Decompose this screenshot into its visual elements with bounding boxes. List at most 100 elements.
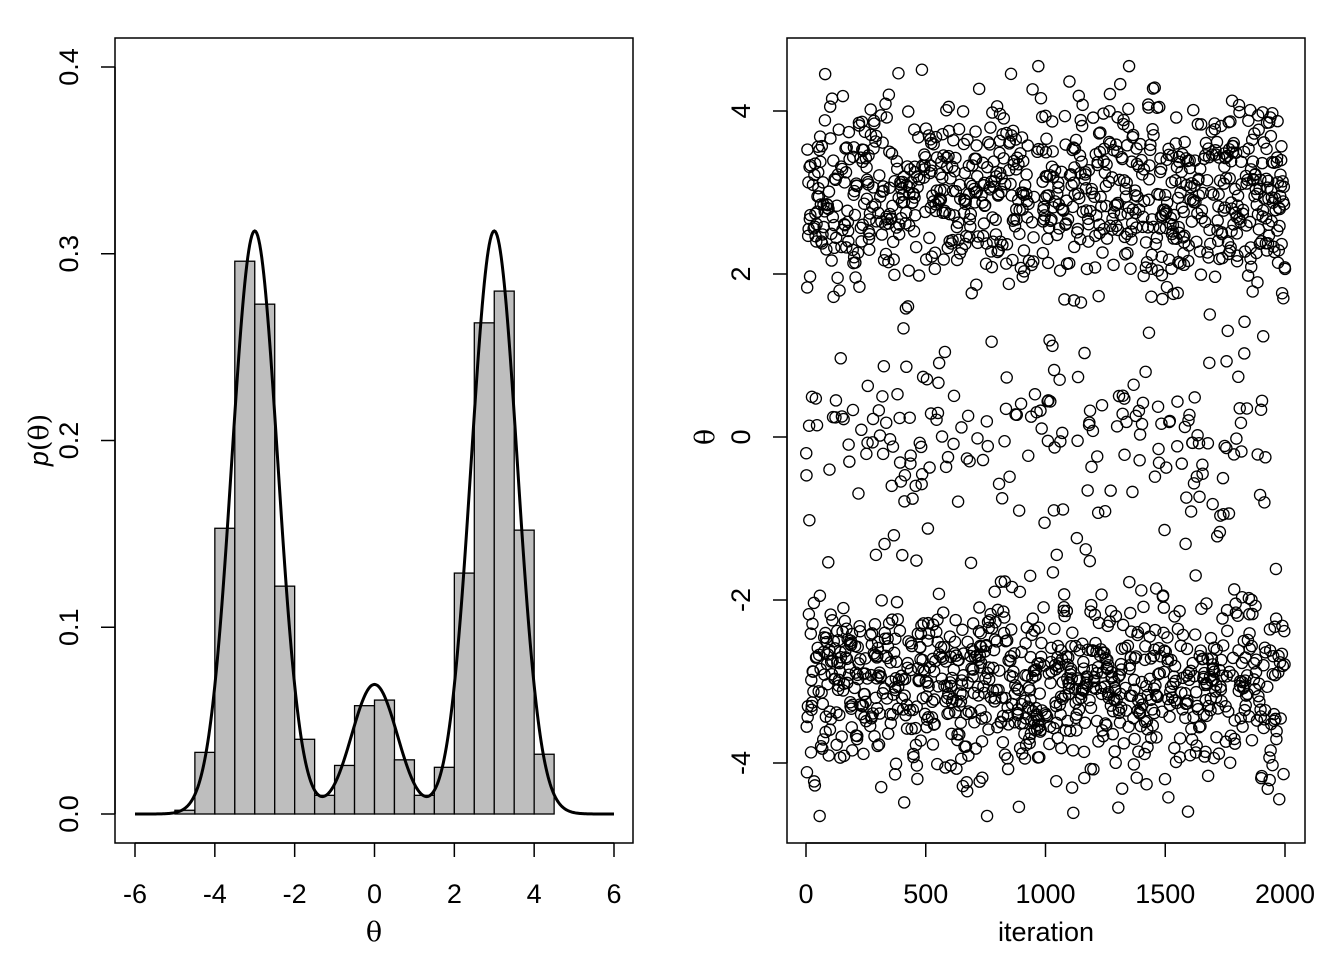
trace-point (1022, 449, 1035, 463)
trace-point (939, 460, 953, 474)
trace-point (799, 446, 813, 460)
trace-point (993, 107, 1007, 121)
trace-point (816, 176, 830, 189)
trace-point (932, 376, 945, 390)
trace-point (1192, 172, 1205, 186)
trace-point (1208, 665, 1221, 678)
trace-point (980, 415, 994, 428)
trace-point (1008, 220, 1022, 233)
trace-point (1207, 641, 1221, 655)
trace-point (1208, 122, 1222, 136)
trace-point (971, 432, 984, 445)
trace-point (834, 352, 847, 365)
trace-point (886, 440, 900, 453)
trace-point (1077, 682, 1090, 695)
trace-point (985, 260, 999, 274)
trace-point (1116, 407, 1129, 421)
trace-point (1035, 636, 1048, 650)
trace-point (1255, 769, 1269, 783)
trace-point (1259, 451, 1272, 464)
trace-point (979, 710, 992, 724)
trace-point (1178, 135, 1191, 149)
trace-point (1118, 448, 1131, 462)
trace-point (1092, 127, 1106, 140)
trace-point (1008, 647, 1021, 660)
trace-point (1145, 262, 1158, 276)
trace-point (977, 217, 991, 230)
trace-point (1006, 253, 1019, 267)
trace-point (842, 438, 855, 451)
trace-point (956, 623, 969, 637)
trace-point (1254, 403, 1268, 417)
trace-point (915, 63, 929, 77)
trace-point (1158, 772, 1172, 786)
trace-point (1038, 516, 1051, 529)
trace-point (1154, 162, 1168, 176)
trace-point (810, 235, 823, 248)
trace-point (1125, 689, 1139, 703)
trace-point (989, 228, 1003, 241)
trace-point (1253, 488, 1267, 502)
trace-point (1130, 190, 1144, 203)
trace-point (1205, 125, 1218, 138)
trace-point (1138, 715, 1152, 729)
trace-point (1262, 116, 1276, 129)
trace-point (1147, 128, 1160, 142)
trace-point (923, 166, 937, 180)
trace-point (1268, 668, 1282, 682)
trace-point (912, 269, 926, 282)
trace-x-axis: 0 500 1000 1500 2000 (798, 842, 1315, 909)
trace-point (1118, 392, 1131, 405)
trace-point (929, 654, 942, 668)
trace-point (899, 206, 913, 219)
trace-point (1021, 139, 1035, 152)
trace-point (1239, 689, 1253, 702)
trace-point (1064, 662, 1078, 676)
trace-point (1278, 624, 1291, 638)
trace-point (1238, 703, 1252, 717)
trace-point (879, 649, 893, 663)
trace-point (888, 268, 901, 282)
trace-point (925, 250, 938, 263)
trace-point (909, 479, 922, 493)
trace-point (1261, 680, 1274, 694)
histogram-y-axis-label: p(θ) (24, 414, 55, 467)
trace-point (1140, 778, 1153, 791)
trace-point (1079, 543, 1092, 556)
trace-point (898, 469, 912, 482)
trace-point (1137, 194, 1151, 208)
trace-point (1245, 593, 1258, 607)
trace-point (1275, 286, 1289, 300)
trace-point (857, 747, 870, 761)
trace-point (1158, 523, 1171, 537)
trace-point (1087, 763, 1100, 776)
trace-point (925, 711, 939, 724)
trace-point (1222, 507, 1236, 520)
trace-point (1266, 758, 1279, 772)
trace-point (1042, 394, 1055, 407)
trace-point (1160, 205, 1173, 218)
trace-point (1196, 652, 1210, 666)
trace-point (923, 461, 936, 474)
trace-point (1252, 689, 1265, 703)
trace-point (1067, 294, 1081, 307)
trace-point (1258, 496, 1271, 509)
trace-point (1120, 176, 1133, 189)
trace-point (1263, 751, 1276, 764)
trace-point (840, 141, 853, 154)
trace-point (1116, 152, 1129, 166)
trace-point (1201, 769, 1215, 783)
trace-point (948, 635, 962, 649)
trace-point (898, 495, 911, 508)
trace-point (863, 207, 877, 220)
trace-point (997, 112, 1011, 125)
trace-point (1175, 457, 1189, 470)
trace-point (1276, 659, 1290, 673)
trace-point (1034, 91, 1048, 105)
trace-y-tick-label: 0 (726, 429, 756, 444)
trace-point (1041, 256, 1055, 270)
trace-point (920, 372, 934, 386)
trace-point (1193, 649, 1206, 663)
trace-point (1251, 448, 1264, 461)
trace-point (1065, 781, 1079, 794)
